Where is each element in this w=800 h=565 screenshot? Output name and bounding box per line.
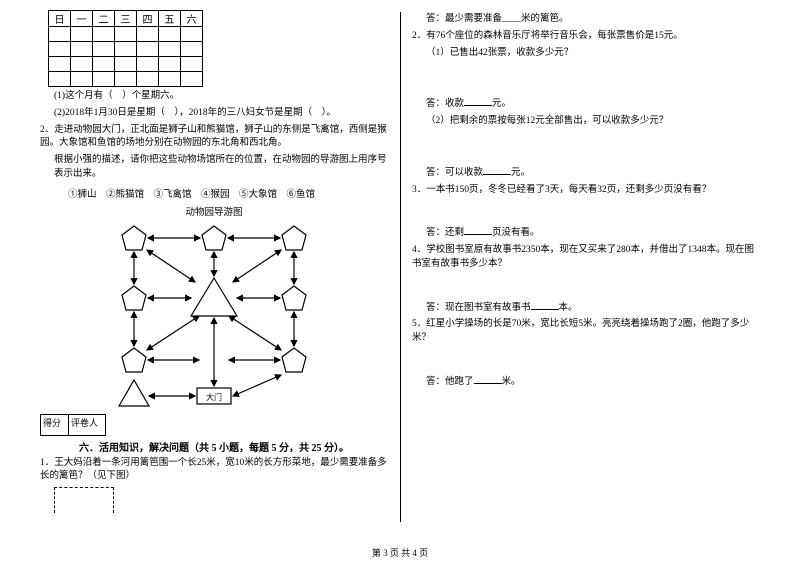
calendar-table: 日 一 二 三 四 五 六 (48, 10, 203, 87)
table-row: 日 一 二 三 四 五 六 (49, 11, 203, 27)
page: 日 一 二 三 四 五 六 (1)这个月有（ ）个星期六。 (2)2018年1月… (0, 0, 800, 540)
ans-suffix: 元。 (511, 168, 530, 178)
legend: ①狮山 ②熊猫馆 ③飞禽馆 ④猴园 ⑤大象馆 ⑥鱼馆 (68, 186, 388, 200)
ans-suffix: 页没有看。 (492, 228, 540, 238)
workspace (412, 200, 760, 222)
answer-2-2: 答：可以收款 元。 (412, 165, 760, 181)
table-row (49, 57, 203, 72)
zoo-diagram: 大门 (99, 220, 329, 408)
workspace (412, 63, 760, 93)
problem-2-1: （1）已售出42张票，收款多少元？ (412, 47, 760, 61)
cal-head: 二 (93, 11, 115, 27)
answer-1: 答：最少需要准备____米的篱笆。 (412, 13, 760, 27)
score-label: 得分 (40, 414, 68, 436)
ans-suffix: 米。 (502, 377, 521, 387)
blank (464, 96, 492, 106)
table-row (49, 72, 203, 87)
workspace (412, 132, 760, 162)
blank (474, 374, 502, 384)
cal-head: 一 (71, 11, 93, 27)
cal-head: 五 (159, 11, 181, 27)
q2-task: 根据小强的描述，请你把这些动物场馆所在的位置，在动物园的导游图上用序号表示出来。 (40, 154, 388, 182)
workspace (412, 349, 760, 371)
answer-4: 答：现在图书室有故事书 本。 (412, 300, 760, 316)
q1-2: (2)2018年1月30日是星期（ ），2018年的三八妇女节是星期（ ）。 (40, 107, 388, 121)
ans-suffix: 本。 (559, 303, 578, 313)
cal-head: 六 (181, 11, 203, 27)
ans-prefix: 答：他跑了 (426, 377, 474, 387)
table-row (49, 42, 203, 57)
gate-label: 大门 (206, 392, 222, 402)
q2-intro: 2．走进动物园大门，正北面是狮子山和熊猫馆，狮子山的东侧是飞禽馆，西侧是猴园。大… (40, 124, 388, 152)
ans-prefix: 答：可以收款 (426, 168, 483, 178)
problem-4: 4．学校图书室原有故事书2350本，现在又买来了280本，并借出了1348本。现… (412, 244, 760, 272)
answer-3: 答：还剩 页没有看。 (412, 225, 760, 241)
diagram-title: 动物园导游图 (40, 204, 388, 218)
cal-head: 四 (137, 11, 159, 27)
ans-suffix: 元。 (492, 99, 511, 109)
cal-head: 日 (49, 11, 71, 27)
section-6-title: 六．活用知识，解决问题（共 5 小题，每题 5 分，共 25 分）。 (40, 439, 388, 454)
table-row (49, 27, 203, 42)
cal-head: 三 (115, 11, 137, 27)
problem-1: 1．王大妈沿着一条河用篱笆围一个长25米，宽10米的长方形菜地，最少需要准备多长… (40, 457, 388, 485)
workspace (412, 275, 760, 297)
ans-prefix: 答：收款 (426, 99, 464, 109)
dashed-rect-icon (54, 487, 114, 513)
q1-1: (1)这个月有（ ）个星期六。 (40, 90, 388, 104)
problem-3: 3．一本书150页，冬冬已经看了3天，每天看32页，还剩多少页没有看？ (412, 184, 760, 198)
problem-5: 5．红星小学操场的长是70米，宽比长短5米。亮亮绕着操场跑了2圈，他跑了多少米？ (412, 318, 760, 346)
blank (483, 165, 511, 175)
ans-prefix: 答：现在图书室有故事书 (426, 303, 531, 313)
ans-prefix: 答：还剩 (426, 228, 464, 238)
score-box: 得分 评卷人 (40, 414, 388, 436)
right-column: 答：最少需要准备____米的篱笆。 2．有76个座位的森林音乐厅将举行音乐会，每… (400, 10, 772, 540)
blank (464, 225, 492, 235)
grader-label: 评卷人 (68, 414, 106, 436)
problem-2: 2．有76个座位的森林音乐厅将举行音乐会，每张票售价是15元。 (412, 30, 760, 44)
left-column: 日 一 二 三 四 五 六 (1)这个月有（ ）个星期六。 (2)2018年1月… (28, 10, 400, 540)
answer-2-1: 答：收款 元。 (412, 96, 760, 112)
blank (531, 300, 559, 310)
problem-2-2: （2）把剩余的票按每张12元全部售出，可以收款多少元？ (412, 115, 760, 129)
page-footer: 第 3 页 共 4 页 (0, 546, 800, 559)
answer-5: 答：他跑了 米。 (412, 374, 760, 390)
